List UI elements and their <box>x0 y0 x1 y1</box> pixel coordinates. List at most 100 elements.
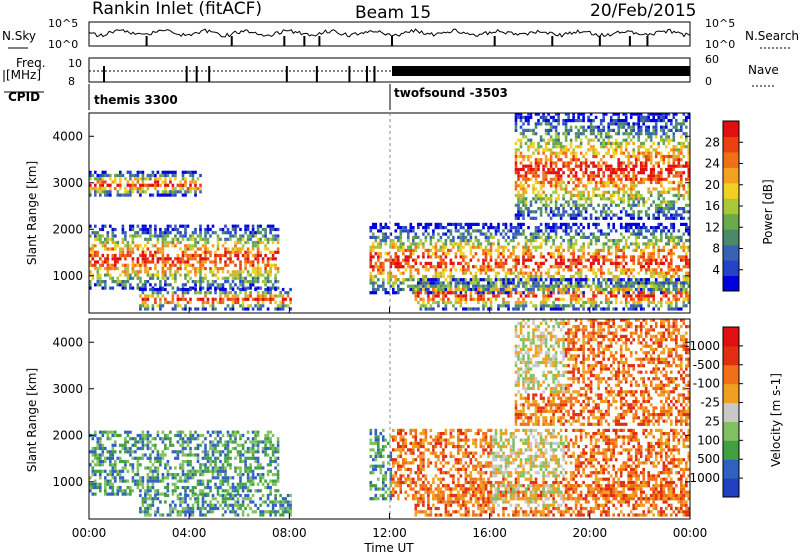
echo-cell <box>269 270 272 274</box>
echo-cell <box>484 268 488 272</box>
echo-cell <box>99 440 102 444</box>
echo-cell <box>649 271 653 275</box>
echo-cell <box>186 224 190 228</box>
echo-cell <box>241 270 245 274</box>
echo-cell <box>537 268 540 272</box>
echo-cell <box>549 287 553 292</box>
echo-cell <box>652 115 655 119</box>
echo-cell <box>507 278 510 282</box>
echo-cell <box>151 260 155 264</box>
echo-cell <box>557 112 560 116</box>
echo-cell <box>462 297 465 301</box>
echo-cell <box>657 213 660 217</box>
echo-cell <box>96 270 100 274</box>
echo-cell <box>577 145 580 149</box>
echo-cell <box>211 304 215 308</box>
echo-cell <box>665 300 668 305</box>
echo-cell <box>136 283 140 287</box>
echo-cell <box>619 141 623 145</box>
echo-cell <box>604 184 608 188</box>
echo-cell <box>397 245 400 249</box>
echo-cell <box>484 245 488 249</box>
echo-cell <box>687 294 691 298</box>
echo-cell <box>181 287 185 292</box>
echo-cell <box>547 274 550 279</box>
noise-tick-top: 10^5 <box>48 17 78 30</box>
echo-cell <box>154 224 157 228</box>
echo-cell <box>379 255 383 259</box>
echo-cell <box>504 284 508 288</box>
echo-cell <box>537 207 540 211</box>
echo-cell <box>612 274 615 279</box>
echo-cell <box>397 226 400 230</box>
echo-cell <box>657 239 660 243</box>
echo-cell <box>529 167 533 172</box>
echo-cell <box>184 180 187 184</box>
echo-cell <box>136 231 140 235</box>
echo-cell <box>657 287 660 292</box>
echo-cell <box>582 197 585 201</box>
echo-cell <box>442 261 445 265</box>
echo-cell <box>529 216 533 220</box>
echo-cell <box>91 253 95 258</box>
echo-cell <box>579 281 583 285</box>
echo-cell <box>164 273 167 277</box>
echo-cell <box>612 122 615 126</box>
echo-cell <box>652 307 655 311</box>
echo-cell <box>111 466 115 470</box>
echo-cell <box>562 229 565 233</box>
echo-cell <box>582 265 585 269</box>
echo-cell <box>259 294 262 298</box>
echo-cell <box>459 287 463 292</box>
echo-cell <box>251 231 255 235</box>
echo-cell <box>572 235 575 239</box>
echo-cell <box>427 252 430 256</box>
echo-cell <box>161 287 165 292</box>
echo-cell <box>627 141 630 145</box>
echo-cell <box>622 271 625 275</box>
echo-cell <box>414 245 418 249</box>
echo-cell <box>612 112 615 116</box>
echo-cell <box>584 258 588 262</box>
echo-cell <box>602 112 605 116</box>
echo-cell <box>209 250 212 254</box>
echo-cell <box>457 235 460 239</box>
echo-cell <box>524 265 528 269</box>
echo-cell <box>492 242 495 246</box>
echo-cell <box>579 297 583 301</box>
echo-cell <box>409 252 413 256</box>
echo-cell <box>582 190 585 194</box>
echo-cell <box>607 304 610 308</box>
echo-cell <box>106 193 110 197</box>
echo-cell <box>141 482 145 486</box>
echo-cell <box>169 263 172 267</box>
echo-cell <box>607 245 610 249</box>
echo-cell <box>682 245 686 249</box>
echo-cell <box>592 174 595 178</box>
echo-cell <box>660 235 663 239</box>
echo-cell <box>604 164 608 168</box>
echo-cell <box>639 216 643 220</box>
echo-cell <box>106 450 110 454</box>
echo-cell <box>547 167 550 172</box>
echo-cell <box>572 200 575 204</box>
echo-cell <box>639 287 643 292</box>
echo-cell <box>274 263 277 267</box>
echo-cell <box>687 232 691 236</box>
echo-cell <box>584 135 588 139</box>
echo-cell <box>670 304 673 308</box>
echo-cell <box>379 268 383 272</box>
echo-cell <box>539 245 543 249</box>
echo-cell <box>414 294 418 298</box>
echo-cell <box>617 265 620 269</box>
echo-cell <box>680 268 683 272</box>
echo-cell <box>670 265 673 269</box>
echo-cell <box>166 240 170 245</box>
echo-cell <box>141 224 145 228</box>
echo-cell <box>660 135 663 139</box>
echo-cell <box>136 486 140 490</box>
echo-cell <box>412 252 415 256</box>
echo-cell <box>264 287 267 292</box>
echo-cell <box>236 270 240 274</box>
echo-cell <box>149 173 152 178</box>
